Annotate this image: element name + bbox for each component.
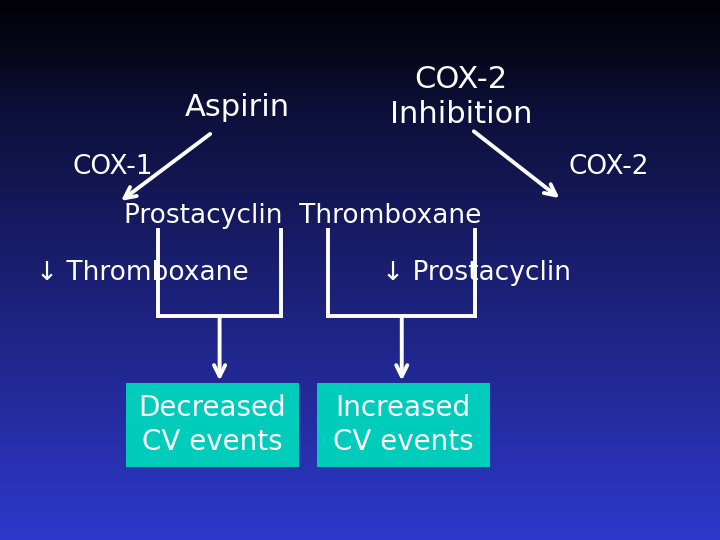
Text: Aspirin: Aspirin <box>185 93 290 123</box>
Text: COX-2
Inhibition: COX-2 Inhibition <box>390 65 532 129</box>
Text: Increased
CV events: Increased CV events <box>333 394 474 456</box>
Text: Decreased
CV events: Decreased CV events <box>138 394 287 456</box>
FancyBboxPatch shape <box>126 383 299 467</box>
FancyBboxPatch shape <box>317 383 490 467</box>
Text: Prostacyclin  Thromboxane: Prostacyclin Thromboxane <box>124 203 481 229</box>
Text: ↓ Prostacyclin: ↓ Prostacyclin <box>382 260 571 286</box>
Text: ↓ Thromboxane: ↓ Thromboxane <box>36 260 248 286</box>
Text: COX-1: COX-1 <box>72 154 153 180</box>
Text: COX-2: COX-2 <box>569 154 649 180</box>
